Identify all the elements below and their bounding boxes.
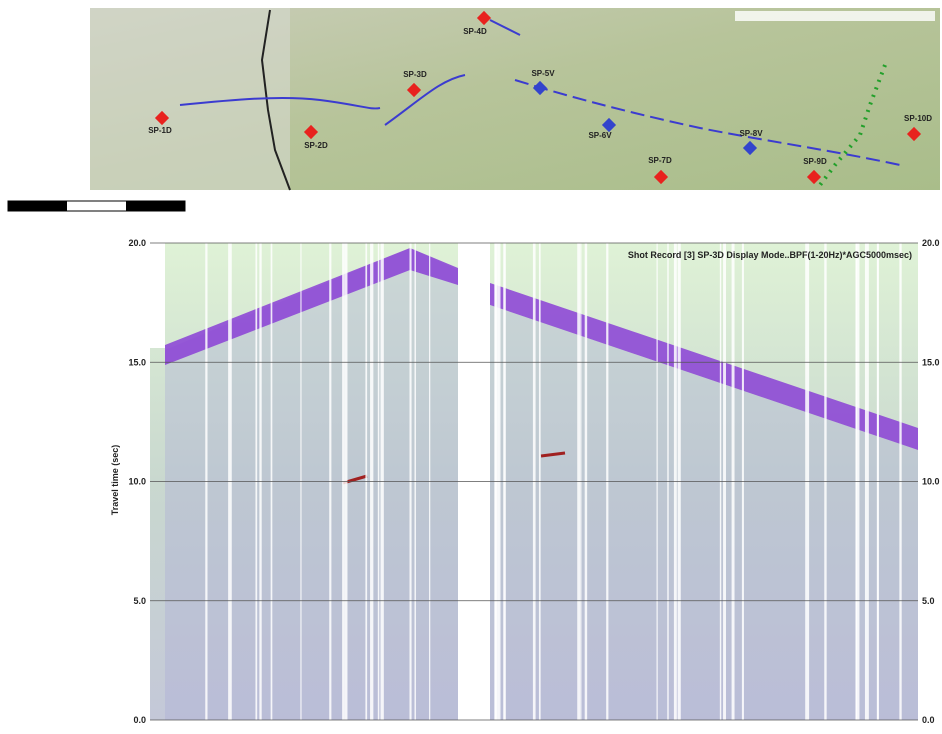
y-tick-label: 10.0 — [128, 477, 146, 487]
shot-point-label: SP-6V — [588, 131, 612, 140]
shot-point-label: SP-8V — [739, 129, 763, 138]
blank-trace — [150, 243, 165, 348]
shot-point-label: SP-5V — [531, 69, 555, 78]
y-tick-label: 0.0 — [133, 715, 146, 725]
chart-title: Shot Record [3] SP-3D Display Mode..BPF(… — [628, 250, 912, 260]
scale-bar-segment — [126, 201, 185, 211]
y-tick-label-right: 20.0 — [922, 238, 940, 248]
map: SP-1D SP-2D SP-3D SP-4D SP-5V SP-6V SP-7D SP-8V… — [90, 8, 940, 190]
figure: SP-1D SP-2D SP-3D SP-4D SP-5V SP-6V SP-7D SP-8V… — [0, 0, 942, 729]
y-tick-label: 5.0 — [133, 596, 146, 606]
y-tick-label-right: 10.0 — [922, 477, 940, 487]
y-tick-label-right: 5.0 — [922, 596, 935, 606]
shot-point-label: SP-7D — [648, 156, 672, 165]
page: SP-1D SP-2D SP-3D SP-4D SP-5V SP-6V SP-7D SP-8V… — [0, 0, 942, 734]
shot-point-label: SP-3D — [403, 70, 427, 79]
shot-point-label: SP-1D — [148, 126, 172, 135]
scale-bar — [8, 201, 185, 211]
scale-bar-segment — [8, 201, 67, 211]
y-tick-label-right: 15.0 — [922, 357, 940, 367]
y-axis-label: Travel time (sec) — [110, 445, 120, 516]
y-tick-label-right: 0.0 — [922, 715, 935, 725]
shot-point-label: SP-4D — [463, 27, 487, 36]
y-tick-label: 15.0 — [128, 357, 146, 367]
shot-point-label: SP-10D — [904, 114, 932, 123]
y-tick-label: 20.0 — [128, 238, 146, 248]
shot-point-label: SP-9D — [803, 157, 827, 166]
shot-point-label: SP-2D — [304, 141, 328, 150]
map-note-box — [735, 11, 935, 21]
